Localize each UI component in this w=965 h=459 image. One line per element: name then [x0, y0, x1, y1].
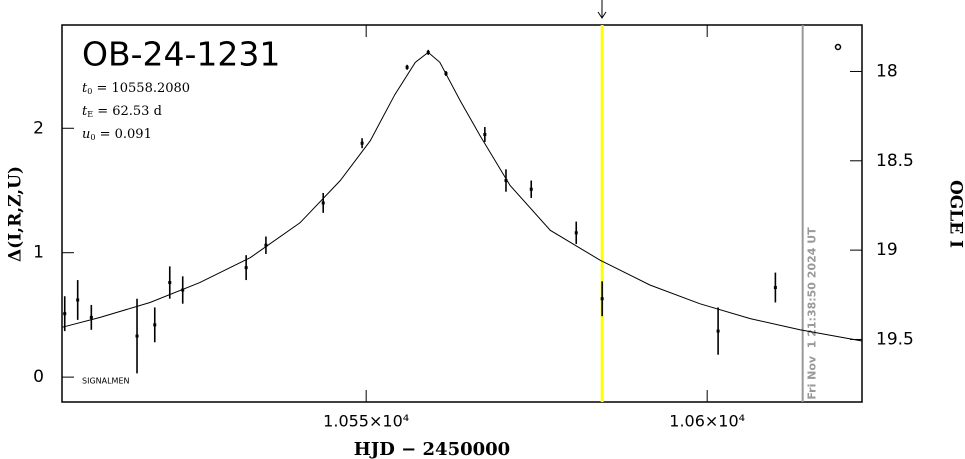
- param-sub: 0: [87, 87, 92, 96]
- param-symbol: t: [82, 81, 88, 96]
- arrow-head: [597, 11, 607, 19]
- data-point: [153, 323, 157, 327]
- data-point: [168, 281, 172, 285]
- data-point: [321, 201, 325, 205]
- y2-tick-label: 19: [876, 240, 898, 260]
- y2-tick-label: 18.5: [876, 151, 914, 171]
- y2-axis-label: OGLE I: [946, 180, 965, 248]
- data-point: [716, 329, 720, 333]
- data-point: [504, 179, 508, 183]
- data-point: [63, 312, 67, 316]
- data-point: [89, 315, 93, 319]
- param-text: = 0.091: [95, 127, 151, 142]
- param-sub: 0: [90, 133, 95, 142]
- model-curve: [61, 51, 863, 342]
- data-point: [135, 334, 139, 338]
- x-axis-label: HJD − 2450000: [354, 439, 510, 459]
- param: t0 = 10558.2080: [82, 81, 190, 97]
- data-point: [483, 132, 487, 136]
- data-point: [76, 298, 80, 302]
- x-tick-label: 1.055×10⁴: [323, 412, 409, 431]
- y-tick-label: 1: [33, 243, 44, 263]
- param-symbol: u: [82, 127, 90, 142]
- data-point: [405, 65, 409, 69]
- data-point: [181, 288, 185, 292]
- param: tE = 62.53 d: [82, 104, 162, 120]
- y-axis-label: Δ(I,R,Z,U): [6, 166, 26, 262]
- data-point: [529, 187, 533, 191]
- data-point: [600, 297, 604, 301]
- y-tick-label: 2: [33, 118, 44, 138]
- y2-tick-label: 19.5: [876, 329, 914, 349]
- date-label: Fri Nov 1 21:38:50 2024 UT: [806, 227, 819, 400]
- data-point: [244, 266, 248, 270]
- data-point: [264, 243, 268, 247]
- data-point: [773, 286, 777, 290]
- x-tick-label: 1.06×10⁴: [669, 412, 745, 431]
- param-text: = 10558.2080: [92, 81, 190, 96]
- param: u0 = 0.091: [82, 127, 152, 143]
- param-sub: E: [87, 110, 93, 119]
- footer-note: SIGNALMEN: [82, 377, 130, 386]
- param-text: = 62.53 d: [93, 104, 162, 119]
- data-point: [360, 141, 364, 145]
- chart-title: OB-24-1231: [82, 35, 280, 74]
- marker-symbol: [834, 43, 842, 51]
- param-symbol: t: [82, 104, 88, 119]
- y2-tick-label: 18: [876, 61, 898, 81]
- plot-frame: [61, 24, 863, 403]
- y-tick-label: 0: [33, 367, 44, 387]
- data-point: [574, 231, 578, 235]
